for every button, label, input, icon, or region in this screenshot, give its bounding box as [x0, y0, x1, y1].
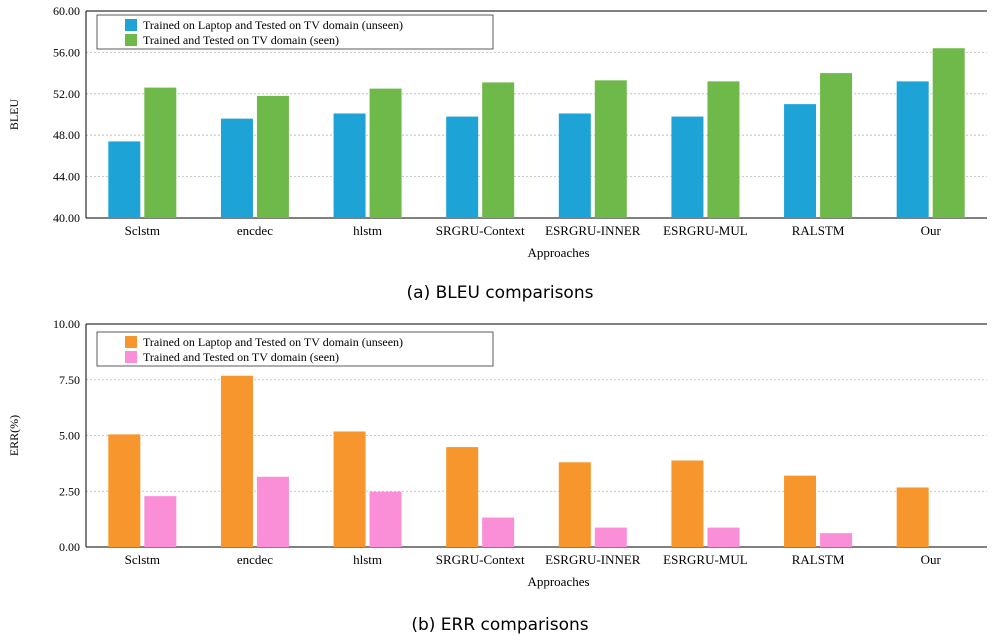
- x-tick-label: SRGRU-Context: [436, 552, 525, 567]
- bar-seen: [594, 80, 627, 218]
- x-axis-label: Approaches: [527, 574, 589, 589]
- x-tick-label: encdec: [237, 552, 273, 567]
- bar-seen: [144, 496, 177, 547]
- legend-label-unseen: Trained on Laptop and Tested on TV domai…: [143, 335, 403, 349]
- y-tick-label: 40.00: [53, 211, 80, 225]
- legend-label-unseen: Trained on Laptop and Tested on TV domai…: [143, 18, 403, 32]
- legend-swatch-seen: [125, 34, 137, 46]
- bar-seen: [707, 527, 740, 547]
- bar-unseen: [220, 118, 253, 218]
- legend-swatch-unseen: [125, 19, 137, 31]
- x-tick-label: SRGRU-Context: [436, 223, 525, 238]
- x-tick-label: encdec: [237, 223, 273, 238]
- bar-unseen: [220, 375, 253, 547]
- x-tick-label: ESRGRU-INNER: [545, 552, 641, 567]
- bar-unseen: [671, 116, 704, 218]
- bar-seen: [820, 73, 853, 218]
- bar-seen: [256, 95, 289, 218]
- bar-seen: [820, 533, 853, 547]
- x-tick-label: ESRGRU-MUL: [663, 223, 748, 238]
- y-axis-label: BLEU: [7, 99, 21, 131]
- x-tick-label: hlstm: [353, 223, 382, 238]
- legend-swatch-unseen: [125, 336, 137, 348]
- bar-unseen: [558, 113, 591, 218]
- bar-unseen: [446, 116, 479, 218]
- bar-unseen: [333, 431, 366, 547]
- bar-unseen: [671, 460, 704, 547]
- bar-unseen: [333, 113, 366, 218]
- x-tick-label: hlstm: [353, 552, 382, 567]
- bar-unseen: [446, 447, 479, 547]
- legend-box: [96, 14, 494, 50]
- y-axis-label: ERR(%): [7, 415, 21, 456]
- bar-seen: [369, 88, 402, 218]
- err-caption: (b) ERR comparisons: [411, 615, 588, 635]
- bar-unseen: [896, 487, 929, 547]
- bar-unseen: [896, 81, 929, 218]
- y-tick-label: 60.00: [53, 4, 80, 18]
- err-chart: 0.00 2.50 5.00 7.50 10.00 Sclstm encdec hlstm SR…: [7, 317, 987, 589]
- bar-unseen: [108, 434, 141, 547]
- legend-label-seen: Trained and Tested on TV domain (seen): [143, 33, 339, 47]
- legend: Trained on Laptop and Tested on TV domai…: [96, 331, 494, 367]
- y-tick-label: 7.50: [59, 373, 80, 387]
- y-tick-label: 2.50: [59, 484, 80, 498]
- bar-unseen: [558, 462, 591, 547]
- bar-unseen: [108, 141, 141, 218]
- bar-seen: [369, 491, 402, 547]
- legend: Trained on Laptop and Tested on TV domai…: [96, 14, 494, 50]
- y-tick-label: 48.00: [53, 128, 80, 142]
- y-tick-label: 56.00: [53, 45, 80, 59]
- bar-unseen: [784, 475, 817, 547]
- x-axis-label: Approaches: [527, 245, 589, 260]
- x-tick-label: Our: [921, 552, 942, 567]
- bar-seen: [482, 517, 515, 547]
- y-tick-label: 5.00: [59, 429, 80, 443]
- x-tick-label: ESRGRU-MUL: [663, 552, 748, 567]
- bar-seen: [256, 476, 289, 547]
- bar-unseen: [784, 104, 817, 218]
- bar-seen: [932, 48, 965, 219]
- bleu-caption: (a) BLEU comparisons: [407, 283, 594, 303]
- x-tick-label: RALSTM: [792, 552, 845, 567]
- bar-seen: [594, 527, 627, 547]
- x-tick-label: Our: [921, 223, 942, 238]
- x-tick-label: RALSTM: [792, 223, 845, 238]
- x-tick-label: Sclstm: [125, 223, 160, 238]
- legend-box: [96, 331, 494, 367]
- legend-label-seen: Trained and Tested on TV domain (seen): [143, 350, 339, 364]
- y-tick-label: 44.00: [53, 170, 80, 184]
- bar-seen: [482, 82, 515, 218]
- y-tick-label: 0.00: [59, 540, 80, 554]
- legend-swatch-seen: [125, 351, 137, 363]
- x-tick-label: Sclstm: [125, 552, 160, 567]
- bar-seen: [144, 87, 177, 218]
- bar-seen: [707, 81, 740, 218]
- bleu-chart: 40.00 44.00 48.00 52.00 56.00 60.00 Sclstm encd…: [7, 4, 987, 260]
- y-tick-label: 52.00: [53, 87, 80, 101]
- y-tick-label: 10.00: [53, 317, 80, 331]
- x-tick-label: ESRGRU-INNER: [545, 223, 641, 238]
